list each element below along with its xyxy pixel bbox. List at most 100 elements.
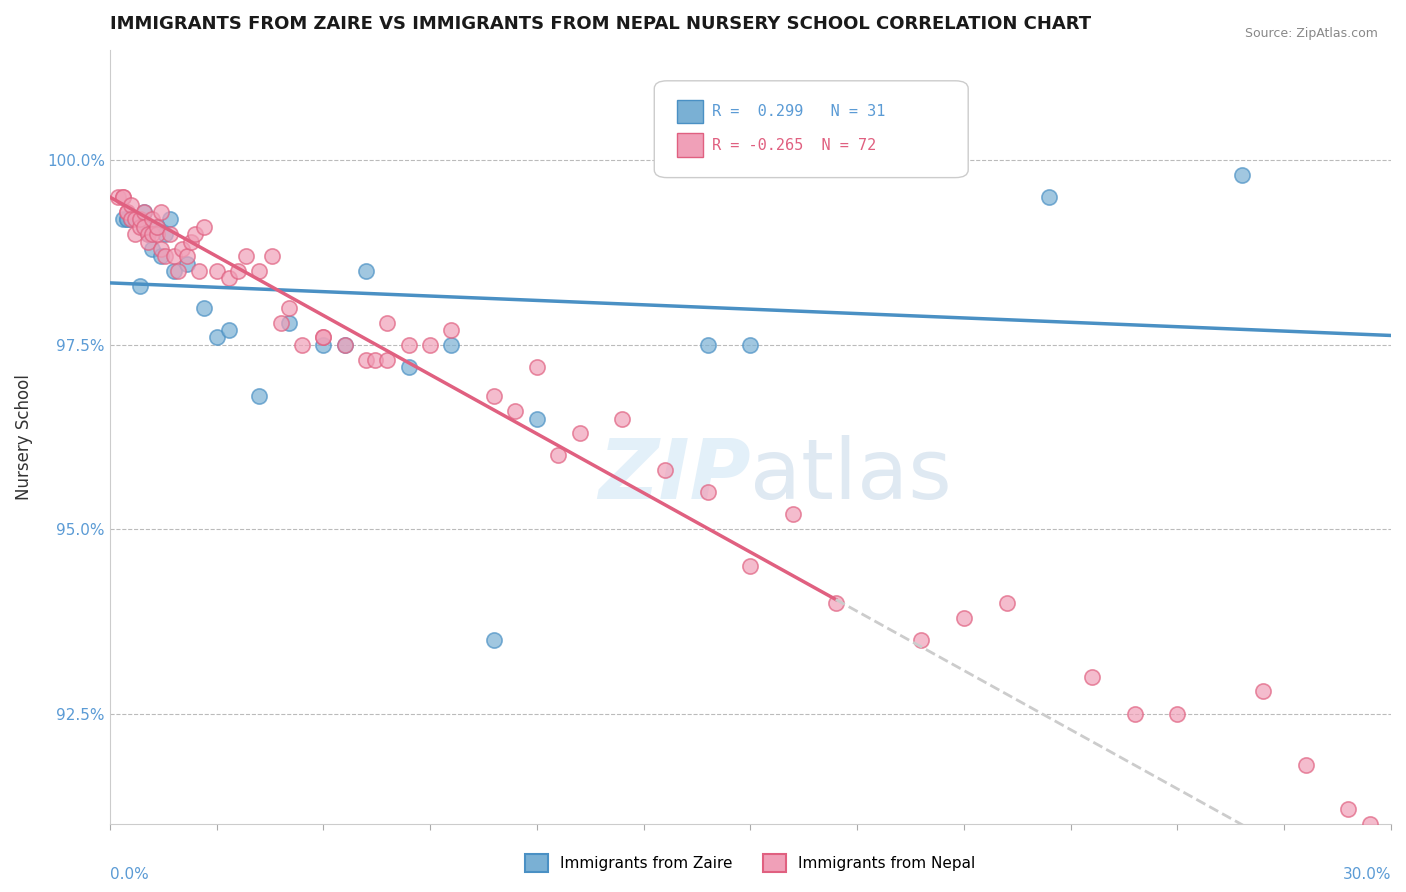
Point <box>270 316 292 330</box>
Point <box>1123 706 1146 721</box>
Point <box>155 227 177 242</box>
Point <box>824 596 846 610</box>
Text: R = -0.265  N = 72: R = -0.265 N = 72 <box>711 137 876 153</box>
Point <box>132 219 155 234</box>
Point <box>278 316 301 330</box>
Point <box>120 212 142 227</box>
Point <box>377 352 399 367</box>
Point <box>145 219 167 234</box>
Point <box>740 559 762 574</box>
Point <box>398 338 420 352</box>
Point <box>226 264 249 278</box>
Legend: Immigrants from Zaire, Immigrants from Nepal: Immigrants from Zaire, Immigrants from N… <box>519 847 981 879</box>
Point <box>120 212 142 227</box>
Point <box>1081 670 1104 684</box>
FancyBboxPatch shape <box>654 81 969 178</box>
Point <box>136 227 159 242</box>
Point <box>910 632 932 647</box>
Point <box>312 330 335 344</box>
Text: R =  0.299   N = 31: R = 0.299 N = 31 <box>711 104 886 120</box>
Point <box>132 205 155 219</box>
Point <box>141 212 163 227</box>
Point <box>482 389 505 403</box>
Point <box>128 219 150 234</box>
Point <box>377 316 399 330</box>
Text: Source: ZipAtlas.com: Source: ZipAtlas.com <box>1244 27 1378 40</box>
Point <box>995 596 1018 610</box>
Text: IMMIGRANTS FROM ZAIRE VS IMMIGRANTS FROM NEPAL NURSERY SCHOOL CORRELATION CHART: IMMIGRANTS FROM ZAIRE VS IMMIGRANTS FROM… <box>110 15 1091 33</box>
Point <box>128 278 150 293</box>
Point <box>953 611 976 625</box>
Point <box>440 338 463 352</box>
Point <box>115 212 138 227</box>
Point <box>568 426 591 441</box>
Point <box>505 404 527 418</box>
Point <box>145 227 167 242</box>
Point <box>1251 684 1274 698</box>
Point <box>482 632 505 647</box>
FancyBboxPatch shape <box>678 100 703 123</box>
Point <box>184 227 207 242</box>
Point <box>205 330 228 344</box>
Point <box>115 205 138 219</box>
Point <box>107 190 129 204</box>
Point <box>159 212 181 227</box>
Point <box>188 264 211 278</box>
Point <box>115 212 138 227</box>
Point <box>260 249 283 263</box>
Point <box>312 338 335 352</box>
Point <box>526 359 548 374</box>
Point <box>145 219 167 234</box>
Point <box>176 257 198 271</box>
Point <box>218 323 240 337</box>
Point <box>205 264 228 278</box>
Point <box>247 389 270 403</box>
Text: atlas: atlas <box>751 435 952 516</box>
Point <box>278 301 301 315</box>
Point <box>654 463 676 477</box>
Text: 0.0%: 0.0% <box>110 867 149 882</box>
Point <box>163 249 186 263</box>
Point <box>333 338 356 352</box>
Point <box>150 249 173 263</box>
Point <box>218 271 240 285</box>
Point <box>150 205 173 219</box>
Point <box>163 264 186 278</box>
Point <box>247 264 270 278</box>
Point <box>128 212 150 227</box>
Point <box>136 235 159 249</box>
Point <box>1166 706 1188 721</box>
Point <box>1038 190 1060 204</box>
Point <box>111 190 134 204</box>
Point <box>132 219 155 234</box>
Point <box>740 338 762 352</box>
Text: ZIP: ZIP <box>598 435 751 516</box>
Point <box>312 330 335 344</box>
Point <box>141 227 163 242</box>
FancyBboxPatch shape <box>678 134 703 157</box>
Point <box>354 352 377 367</box>
Point <box>1337 802 1360 816</box>
Point <box>1358 817 1381 831</box>
Point <box>176 249 198 263</box>
Point <box>111 212 134 227</box>
Point <box>547 449 569 463</box>
Point <box>291 338 314 352</box>
Point <box>180 235 202 249</box>
Point <box>150 242 173 256</box>
Point <box>696 338 718 352</box>
Point <box>696 485 718 500</box>
Point <box>419 338 441 352</box>
Text: 30.0%: 30.0% <box>1343 867 1391 882</box>
Point <box>354 264 377 278</box>
Point <box>235 249 257 263</box>
Point <box>333 338 356 352</box>
Point <box>124 212 146 227</box>
Point <box>111 190 134 204</box>
Point <box>136 227 159 242</box>
Point <box>193 301 215 315</box>
Point <box>398 359 420 374</box>
Point <box>115 205 138 219</box>
Point <box>124 227 146 242</box>
Point <box>120 197 142 211</box>
